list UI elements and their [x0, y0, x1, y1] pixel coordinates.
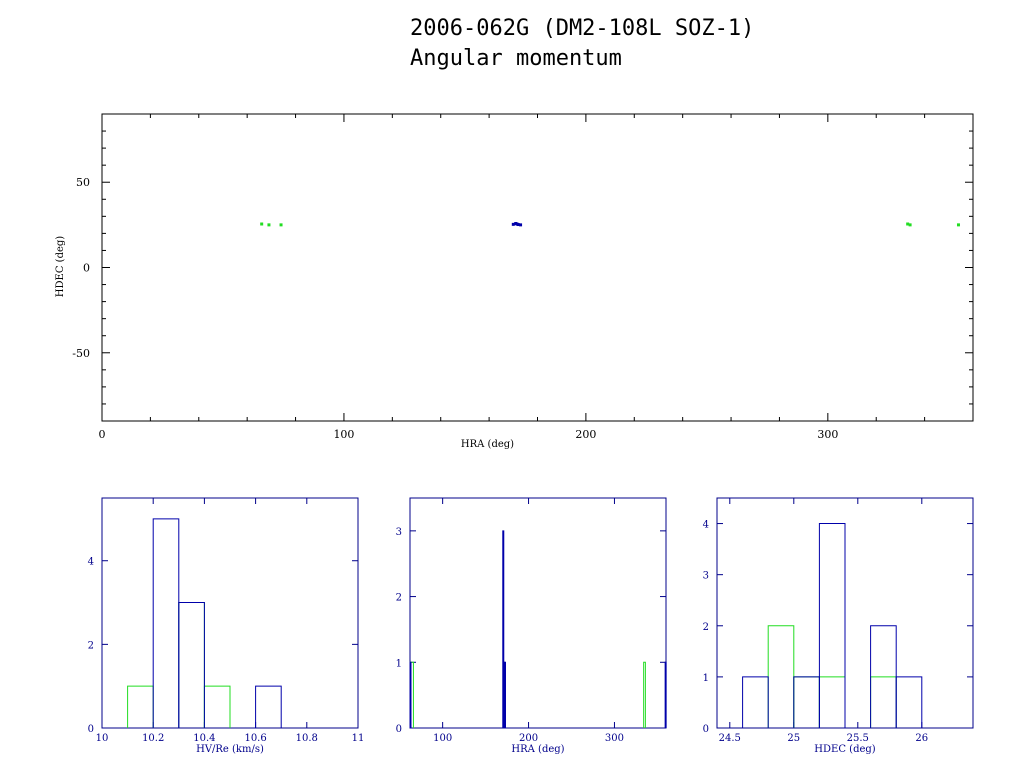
y-tick-label: 50 [76, 176, 90, 189]
scatter-point [260, 222, 264, 226]
y-tick-label: 1 [703, 673, 709, 684]
x-axis-label: HRA (deg) [461, 439, 514, 450]
scatter-point [267, 223, 271, 227]
histogram-bar [502, 530, 505, 728]
histogram-bar [870, 676, 897, 728]
y-tick-label: 3 [703, 571, 709, 582]
main-scatter-panel: 0 100 200 300 -50 0 50 HRA (deg) HDEC (deg) [55, 113, 974, 450]
histogram-bar [178, 602, 205, 728]
histogram-bar [503, 661, 506, 728]
y-tick-label: 2 [396, 593, 402, 604]
scatter-point [515, 222, 519, 226]
histogram-bar [767, 625, 795, 728]
y-tick-label: 1 [396, 658, 402, 669]
x-axis-label: HDEC (deg) [814, 744, 875, 755]
x-tick-label: 24.5 [719, 733, 741, 744]
y-tick-label: 4 [703, 520, 709, 531]
x-tick-label: 10.6 [244, 733, 266, 744]
scatter-point [956, 223, 960, 227]
histogram-bar [818, 523, 846, 728]
x-axis-label: HRA (deg) [511, 744, 564, 755]
scatter-point [511, 222, 515, 226]
x-tick-label: 300 [817, 428, 838, 441]
histogram-frame [409, 497, 667, 729]
scatter-point [279, 223, 283, 227]
x-tick-label: 10 [96, 733, 109, 744]
y-axis-label: HDEC (deg) [55, 236, 66, 297]
x-axis-label: HV/Re (km/s) [196, 744, 264, 755]
histogram-bar [203, 685, 231, 728]
histogram-bar [178, 602, 205, 728]
histogram-bar [793, 676, 820, 728]
x-tick-label: 11 [352, 733, 365, 744]
chart-title: 2006-062G (DM2-108L SOZ-1) [410, 16, 755, 41]
histogram-bar [127, 685, 154, 728]
x-tick-label: 100 [333, 428, 354, 441]
histogram-bar [895, 676, 923, 728]
hdec-histogram-panel: 24.5 25 25.5 26 0 1 2 3 4 HDEC (deg) [703, 497, 974, 755]
x-tick-label: 10.8 [296, 733, 318, 744]
y-tick-label: 4 [88, 557, 94, 568]
x-tick-label: 10.4 [193, 733, 215, 744]
y-tick-label: 0 [396, 724, 402, 735]
main-plot-frame [101, 113, 974, 422]
y-tick-label: 2 [88, 640, 94, 651]
histogram-bar [818, 676, 846, 728]
chart-subtitle: Angular momentum [410, 46, 622, 71]
y-tick-label: 0 [703, 724, 709, 735]
histogram-bar [664, 661, 667, 728]
y-tick-label: -50 [72, 347, 90, 360]
scatter-point [908, 223, 912, 227]
title-block: 2006-062G (DM2-108L SOZ-1) Angular momen… [410, 14, 754, 74]
y-tick-label: 2 [703, 622, 709, 633]
histogram-bar [409, 661, 412, 728]
histogram-bar [643, 661, 646, 728]
y-tick-label: 0 [83, 262, 90, 275]
histogram-bar [255, 685, 282, 728]
hv-histogram-panel: 10 10.2 10.4 10.6 10.8 11 0 2 4 HV/Re (km/s) [88, 497, 365, 755]
hra-histogram-panel: 100 200 300 0 1 2 3 HRA (deg) [396, 497, 667, 755]
histogram-bar [793, 676, 820, 728]
y-tick-label: 0 [88, 724, 94, 735]
x-tick-label: 25 [787, 733, 800, 744]
x-tick-label: 26 [915, 733, 928, 744]
x-tick-label: 25.5 [847, 733, 869, 744]
y-tick-label: 3 [396, 527, 402, 538]
histogram-bar [742, 676, 769, 728]
x-tick-label: 0 [99, 428, 106, 441]
x-tick-label: 10.2 [142, 733, 164, 744]
scatter-point [519, 223, 523, 227]
histogram-bar [152, 518, 180, 728]
x-tick-label: 100 [433, 733, 452, 744]
x-tick-label: 200 [519, 733, 538, 744]
x-tick-label: 300 [605, 733, 624, 744]
scatter-point [906, 222, 910, 226]
x-tick-label: 200 [575, 428, 596, 441]
